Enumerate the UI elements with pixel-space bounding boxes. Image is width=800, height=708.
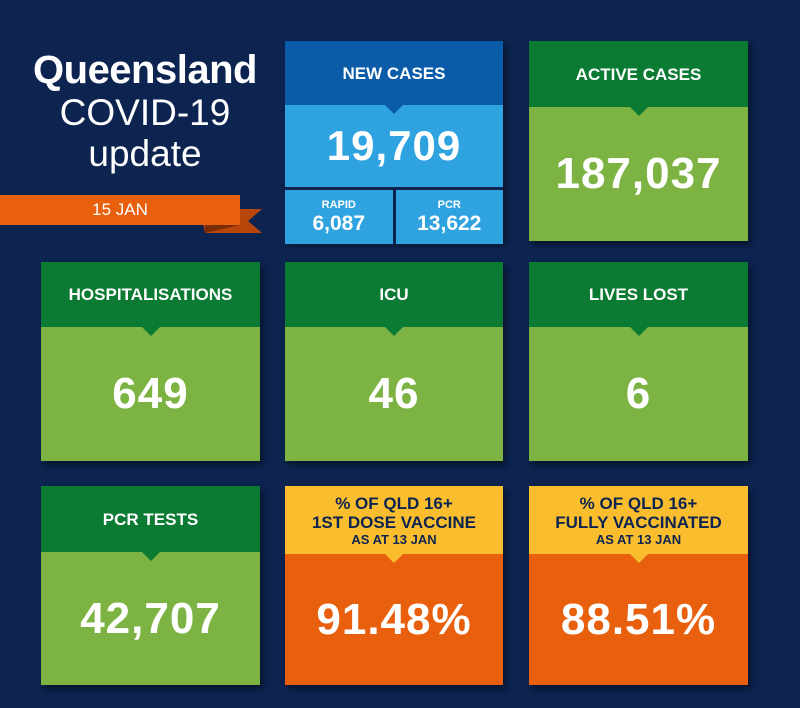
first-dose-label-line1: % OF QLD 16+: [335, 493, 453, 513]
icu-header: ICU: [285, 262, 503, 336]
new-cases-value: 19,709: [285, 105, 503, 187]
header-pointer: [628, 553, 649, 563]
active-cases-card: ACTIVE CASES 187,037: [529, 41, 748, 241]
fully-vaccinated-label-line2: FULLY VACCINATED: [555, 512, 722, 532]
active-cases-header: ACTIVE CASES: [529, 41, 748, 116]
title-queensland: Queensland: [33, 48, 257, 92]
fully-vaccinated-header: % OF QLD 16+ FULLY VACCINATED AS AT 13 J…: [529, 486, 748, 563]
lives-lost-value: 6: [529, 327, 748, 461]
lives-lost-card: LIVES LOST 6: [529, 262, 748, 461]
header-pointer: [384, 553, 404, 563]
pcr-tests-header: PCR TESTS: [41, 486, 260, 561]
first-dose-card: % OF QLD 16+ 1ST DOSE VACCINE AS AT 13 J…: [285, 486, 503, 685]
icu-value: 46: [285, 327, 503, 461]
rapid-label: RAPID: [321, 198, 356, 211]
rapid-value: 6,087: [312, 211, 366, 235]
first-dose-header: % OF QLD 16+ 1ST DOSE VACCINE AS AT 13 J…: [285, 486, 503, 563]
title-covid: COVID-19: [59, 92, 231, 133]
first-dose-label-line2: 1ST DOSE VACCINE: [311, 512, 477, 532]
new-cases-label: NEW CASES: [342, 63, 446, 83]
first-dose-as-at: AS AT 13 JAN: [351, 531, 437, 547]
ribbon-front: [0, 195, 240, 225]
hospitalisations-card: HOSPITALISATIONS 649: [41, 262, 260, 461]
pcr-value: 13,622: [417, 211, 482, 235]
rapid-box: RAPID 6,087: [285, 190, 393, 244]
header-pointer: [384, 104, 404, 114]
fully-vaccinated-label-group: % OF QLD 16+ FULLY VACCINATED AS AT 13 J…: [555, 494, 722, 547]
icu-card: ICU 46: [285, 262, 503, 461]
hospitalisations-header: HOSPITALISATIONS: [41, 262, 260, 336]
active-cases-value: 187,037: [529, 107, 748, 241]
lives-lost-label: LIVES LOST: [588, 285, 689, 304]
header-pointer: [384, 326, 404, 336]
new-cases-header: NEW CASES: [285, 41, 503, 114]
fully-vaccinated-label-line1: % OF QLD 16+: [579, 493, 698, 513]
pcr-label: PCR: [437, 198, 461, 211]
fully-vaccinated-as-at: AS AT 13 JAN: [595, 531, 682, 547]
date-ribbon: [0, 195, 262, 233]
pcr-tests-value: 42,707: [41, 552, 260, 685]
header-pointer: [628, 326, 649, 336]
new-cases-card: NEW CASES 19,709 RAPID 6,087 PCR 13,622: [285, 41, 503, 244]
new-cases-breakdown: RAPID 6,087 PCR 13,622: [285, 187, 503, 244]
pcr-box: PCR 13,622: [395, 190, 503, 244]
active-cases-label: ACTIVE CASES: [575, 64, 702, 84]
lives-lost-header: LIVES LOST: [529, 262, 748, 336]
hospitalisations-label: HOSPITALISATIONS: [68, 285, 233, 304]
icu-label: ICU: [379, 285, 409, 304]
header-pointer: [140, 551, 161, 561]
fully-vaccinated-card: % OF QLD 16+ FULLY VACCINATED AS AT 13 J…: [529, 486, 748, 685]
pcr-tests-card: PCR TESTS 42,707: [41, 486, 260, 685]
pcr-tests-label: PCR TESTS: [102, 509, 199, 529]
header-pointer: [628, 106, 649, 116]
header-pointer: [140, 326, 161, 336]
fully-vaccinated-value: 88.51%: [529, 554, 748, 685]
date-label: 15 JAN: [92, 200, 148, 219]
title-update: update: [88, 133, 202, 174]
first-dose-value: 91.48%: [285, 554, 503, 685]
hospitalisations-value: 649: [41, 327, 260, 461]
ribbon-fold-shadow: [205, 225, 240, 233]
title-block: Queensland COVID-19 update: [20, 48, 270, 174]
first-dose-label-group: % OF QLD 16+ 1ST DOSE VACCINE AS AT 13 J…: [312, 494, 476, 547]
